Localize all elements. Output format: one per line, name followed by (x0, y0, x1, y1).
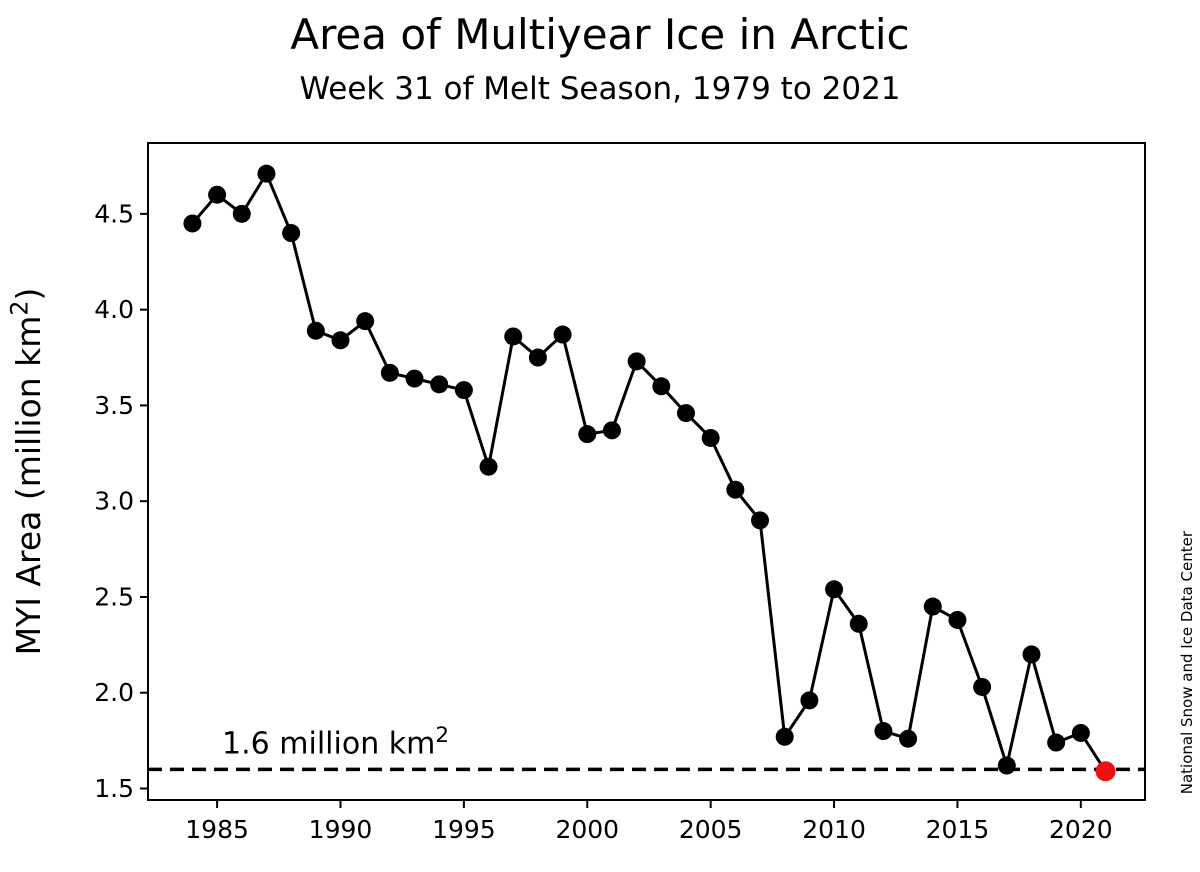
data-point (849, 614, 868, 633)
x-tick-label: 2010 (802, 815, 866, 844)
data-point (1022, 645, 1041, 664)
data-point (676, 404, 695, 423)
data-point (997, 756, 1016, 775)
data-point (627, 352, 646, 371)
x-tick-label: 1990 (309, 815, 373, 844)
y-tick-label: 3.0 (94, 487, 134, 516)
data-point (578, 425, 597, 444)
data-point (380, 363, 399, 382)
chart-title: Area of Multiyear Ice in Arctic (290, 10, 910, 59)
data-line (190, 172, 1108, 773)
data-point (800, 691, 819, 710)
threshold-label: 1.6 million km2 (222, 723, 449, 761)
data-point (356, 312, 375, 331)
data-point (430, 375, 449, 394)
x-tick-label: 2000 (555, 815, 619, 844)
data-point (528, 348, 547, 367)
y-tick-label: 3.5 (94, 391, 134, 420)
x-tick-label: 1985 (185, 815, 249, 844)
x-tick-label: 1995 (432, 815, 496, 844)
data-point (602, 421, 621, 440)
x-tick-label: 2015 (926, 815, 990, 844)
data-point (405, 369, 424, 388)
data-point (1071, 723, 1090, 742)
data-point (948, 610, 967, 629)
data-point (257, 164, 276, 183)
x-tick-label: 2005 (679, 815, 743, 844)
data-point (331, 331, 350, 350)
credit-text: National Snow and Ice Data Center (1178, 530, 1196, 794)
data-point (232, 204, 251, 223)
data-point (923, 597, 942, 616)
data-point (479, 457, 498, 476)
data-point (553, 325, 572, 344)
data-point-latest (1095, 761, 1116, 782)
data-point (454, 381, 473, 400)
data-point (183, 214, 202, 233)
y-tick-label: 2.0 (94, 678, 134, 707)
data-point (775, 727, 794, 746)
y-tick-label: 2.5 (94, 582, 134, 611)
data-point (652, 377, 671, 396)
data-point (825, 580, 844, 599)
data-point (306, 321, 325, 340)
data-point (751, 511, 770, 530)
data-point (973, 677, 992, 696)
plot-frame (147, 142, 1146, 801)
y-tick-label: 1.5 (94, 774, 134, 803)
y-tick-label: 4.0 (94, 295, 134, 324)
data-point (726, 480, 745, 499)
data-point (899, 729, 918, 748)
x-tick-label: 2020 (1049, 815, 1113, 844)
data-point (208, 185, 227, 204)
data-point (1047, 733, 1066, 752)
chart-subtitle: Week 31 of Melt Season, 1979 to 2021 (299, 71, 901, 107)
data-point (504, 327, 523, 346)
y-axis-label: MYI Area (million km2) (5, 288, 48, 656)
y-tick-label: 4.5 (94, 199, 134, 228)
data-point (282, 224, 301, 243)
data-point (874, 722, 893, 741)
data-point (701, 428, 720, 447)
